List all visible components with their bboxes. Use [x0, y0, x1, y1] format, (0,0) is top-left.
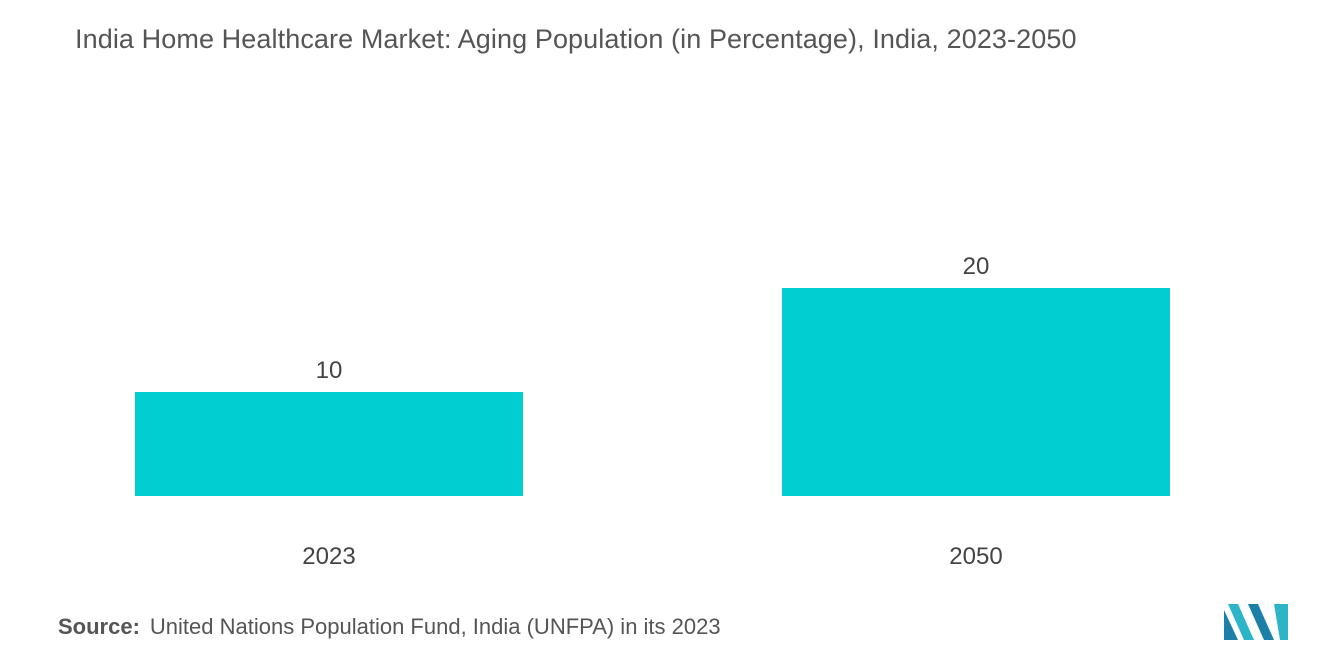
source-label: Source:: [58, 614, 140, 639]
source-text: United Nations Population Fund, India (U…: [149, 614, 721, 639]
bar-2023: [135, 392, 523, 496]
x-tick-label-2023: 2023: [302, 543, 355, 570]
chart-title: India Home Healthcare Market: Aging Popu…: [75, 24, 1077, 54]
bar-2050: [782, 288, 1170, 496]
x-tick-label-2050: 2050: [949, 543, 1002, 570]
bar-chart: 10 2023 20 2050: [135, 253, 1170, 570]
data-label-2023: 10: [316, 357, 343, 384]
data-label-2050: 20: [963, 253, 990, 280]
source-line: Source: United Nations Population Fund, I…: [58, 614, 721, 640]
mordor-intelligence-logo-icon: [1224, 604, 1288, 640]
